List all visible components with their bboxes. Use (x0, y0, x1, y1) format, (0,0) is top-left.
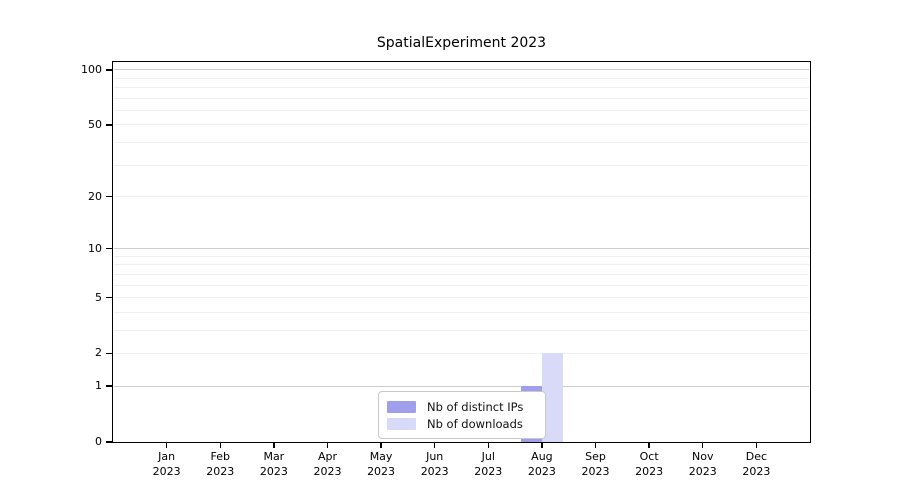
y-gridline-minor (114, 311, 809, 313)
x-tick (594, 442, 597, 448)
legend-swatch-distinct-ips-icon (387, 400, 416, 413)
x-tick-month: Aug (531, 450, 553, 463)
y-gridline-minor (114, 97, 809, 99)
x-tick-month: Nov (692, 450, 714, 463)
x-tick (702, 442, 704, 448)
x-tick-month: Feb (210, 450, 230, 463)
x-tick-label: Oct 2023 (619, 449, 679, 479)
x-tick-month: Oct (639, 450, 659, 463)
x-tick-year: 2023 (313, 465, 342, 478)
x-tick-year: 2023 (152, 465, 181, 478)
x-tick-label: Dec 2023 (726, 449, 786, 479)
y-gridline-minor (114, 110, 809, 112)
y-tick-label: 2 (95, 346, 102, 360)
y-tick (105, 441, 113, 443)
y-gridline-minor (114, 264, 809, 266)
x-tick-month: Apr (317, 450, 337, 463)
x-tick-year: 2023 (688, 465, 717, 478)
y-tick-label: 50 (88, 117, 102, 131)
x-tick-label: Jan 2023 (137, 449, 197, 479)
y-tick (105, 124, 113, 126)
x-tick-month: Jul (481, 450, 495, 463)
x-tick-month: Jun (426, 450, 444, 463)
x-tick-label: Jul 2023 (458, 449, 518, 479)
legend-label-downloads: Nb of downloads (427, 416, 523, 431)
x-tick-month: May (369, 450, 393, 463)
y-gridline-minor (114, 87, 809, 89)
y-gridline-minor (114, 196, 809, 198)
x-tick (165, 442, 168, 448)
x-tick-label: Mar 2023 (244, 449, 304, 479)
x-tick-label: Apr 2023 (297, 449, 357, 479)
y-tick-label: 1 (95, 379, 102, 393)
y-tick-label: 100 (81, 62, 102, 76)
bar-downloads (541, 353, 563, 442)
legend-item-distinct-ips: Nb of distinct IPs (387, 398, 537, 415)
legend-item-downloads: Nb of downloads (387, 415, 537, 432)
y-gridline-minor (114, 352, 809, 354)
y-tick-label: 10 (88, 241, 102, 255)
x-tick (541, 442, 543, 448)
chart-title: SpatialExperiment 2023 (376, 35, 547, 51)
x-tick-year: 2023 (367, 465, 396, 478)
x-tick-year: 2023 (474, 465, 503, 478)
x-tick-label: Nov 2023 (673, 449, 733, 479)
y-gridline-minor (114, 297, 809, 299)
y-tick (105, 247, 113, 250)
y-gridline-minor (114, 142, 809, 144)
x-tick (433, 442, 436, 448)
y-tick-label: 20 (88, 189, 102, 203)
x-tick-year: 2023 (742, 465, 771, 478)
x-tick-year: 2023 (206, 465, 235, 478)
x-tick-label: Sep 2023 (566, 449, 626, 479)
y-gridline-minor (114, 77, 809, 79)
y-gridline-minor (114, 329, 809, 331)
y-gridline-minor (114, 273, 809, 275)
x-tick-month: Jan (158, 450, 176, 463)
y-tick-label: 0 (95, 435, 102, 448)
x-tick-month: Dec (745, 450, 768, 463)
x-tick-month: Sep (585, 450, 606, 463)
y-tick (105, 385, 113, 387)
x-tick-year: 2023 (259, 465, 288, 478)
x-tick (219, 442, 221, 448)
y-gridline-minor (114, 124, 809, 126)
legend: Nb of distinct IPs Nb of downloads (378, 391, 546, 439)
x-tick-label: Jun 2023 (405, 449, 465, 479)
x-tick (326, 442, 329, 448)
x-tick (273, 442, 275, 448)
y-gridline-minor (114, 284, 809, 286)
y-tick (105, 195, 113, 198)
x-tick-month: Mar (263, 450, 285, 463)
x-tick-label: Feb 2023 (190, 449, 250, 479)
x-tick (487, 442, 489, 448)
x-tick-year: 2023 (635, 465, 664, 478)
y-tick (105, 69, 113, 71)
x-tick (380, 442, 382, 448)
y-tick (105, 352, 113, 355)
x-tick-label: Aug 2023 (512, 449, 572, 479)
legend-swatch-downloads-icon (387, 417, 416, 430)
y-gridline-major (114, 248, 809, 250)
x-tick (755, 442, 758, 448)
x-tick-year: 2023 (420, 465, 449, 478)
x-tick-year: 2023 (581, 465, 610, 478)
y-gridline-minor (114, 255, 809, 257)
x-tick-year: 2023 (527, 465, 556, 478)
y-gridline-minor (114, 164, 809, 166)
y-gridline-major (114, 69, 809, 71)
x-tick (648, 442, 650, 448)
legend-label-distinct-ips: Nb of distinct IPs (427, 399, 524, 414)
x-tick-label: May 2023 (351, 449, 411, 479)
y-tick-label: 5 (95, 290, 102, 304)
y-tick (105, 296, 113, 299)
y-gridline-major (114, 385, 809, 387)
